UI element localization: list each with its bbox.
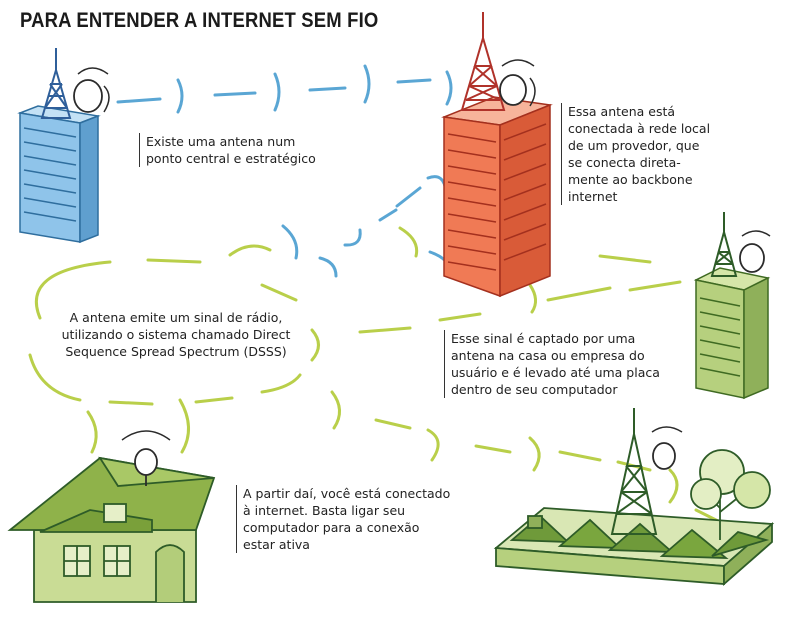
caption-from-there: A partir daí, você está conectado à inte… (236, 485, 450, 553)
caption-signal-captured: Esse sinal é captado por uma antena na c… (444, 330, 660, 398)
green-building (693, 267, 771, 400)
blue-signal-waves (116, 64, 494, 278)
satellite-dish-icon (73, 67, 110, 113)
caption-provider-antenna: Essa antena está conectada à rede local … (561, 103, 710, 205)
tree-icon (690, 449, 771, 540)
orange-building (441, 96, 553, 298)
house-icon (7, 456, 216, 603)
blue-building (17, 105, 101, 244)
satellite-dish-icon (651, 426, 683, 470)
caption-radio-signal: A antena emite um sinal de rádio, utiliz… (61, 310, 291, 359)
company-building (493, 507, 775, 586)
antenna-tower-icon (610, 408, 658, 535)
satellite-dish-icon (499, 59, 536, 107)
antenna-tower-icon (710, 212, 738, 277)
antenna-tower-icon (40, 48, 72, 119)
green-signal-waves (28, 226, 722, 524)
page-title: PARA ENTENDER A INTERNET SEM FIO (20, 9, 379, 32)
caption-central-antenna: Existe uma antena num ponto central e es… (139, 133, 316, 167)
satellite-dish-icon (121, 430, 171, 486)
antenna-tower-icon (460, 12, 506, 111)
satellite-dish-icon (739, 230, 771, 273)
